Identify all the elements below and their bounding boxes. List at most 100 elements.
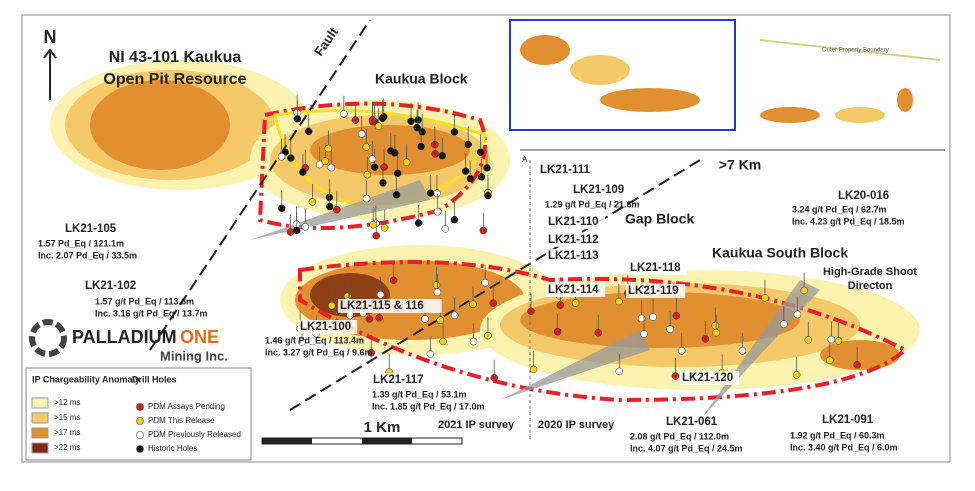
hole-label-bg <box>83 279 143 293</box>
hole-labels: LK21-111 LK21-109 1.29 g/t Pd_Eq / 21.6m LK… <box>38 163 905 453</box>
hole-detail: 1.39 g/t Pd_Eq / 53.1m <box>372 389 467 399</box>
hole <box>370 163 379 171</box>
shoot-label: High-Grade Shoot <box>823 266 917 278</box>
hole <box>637 314 646 323</box>
hole-name: LK21-114 <box>548 284 599 296</box>
hole-label-bg <box>546 215 606 229</box>
hole <box>827 335 836 344</box>
hole <box>293 115 302 123</box>
hole <box>640 330 648 338</box>
hole-name: LK21-111 <box>540 164 590 176</box>
hole <box>287 154 295 162</box>
hole <box>834 337 843 345</box>
scale-bar <box>261 437 463 445</box>
hole <box>780 320 788 328</box>
legend-swatch <box>136 417 144 425</box>
shoot-label: Directon <box>848 280 893 292</box>
hole-name: LK21-109 <box>573 184 624 196</box>
hole <box>325 202 334 211</box>
hole-detail: Inc. 3.40 g/t Pd_Eq / 6.0m <box>790 442 898 452</box>
hole <box>365 315 374 323</box>
hole <box>477 173 486 181</box>
drill-holes <box>277 94 861 382</box>
hole-name: LK21-102 <box>85 280 136 292</box>
hole <box>432 281 441 289</box>
hole-detail: Inc. 3.16 g/t Pd_Eq / 13.7m <box>95 308 208 318</box>
hole <box>278 204 286 213</box>
scale-label: 1 Km <box>364 419 401 436</box>
hole-label-bg <box>546 249 606 263</box>
hole-name: LK21-105 <box>65 223 117 235</box>
hole <box>387 147 395 155</box>
hole <box>479 226 488 235</box>
hole <box>481 279 489 287</box>
hole <box>431 150 439 158</box>
hole <box>490 373 498 382</box>
hole <box>324 144 333 153</box>
logo-name: PALLADIUM <box>72 327 177 347</box>
boundary-label: Outer Property Boundary <box>822 48 889 54</box>
legend-title: IP Chargeability Anomaly <box>32 374 140 384</box>
north: N <box>44 27 57 47</box>
hole <box>327 163 335 172</box>
legend-swatch <box>136 445 144 453</box>
section-label: A <box>522 155 528 164</box>
hole <box>615 297 623 306</box>
hole <box>299 168 307 176</box>
hole <box>804 336 813 344</box>
legend <box>25 367 252 461</box>
logo-accent: ONE <box>180 327 219 347</box>
hole <box>301 223 310 231</box>
hole-name: LK21-115 & 116 <box>340 300 424 312</box>
hole <box>466 174 475 183</box>
hole <box>414 116 422 124</box>
hole-detail: Inc. 3.27 g/t Pd_Eq / 9.6m <box>265 347 373 357</box>
legend-item: >12 ms <box>54 398 80 407</box>
hole <box>553 327 562 336</box>
hole-name: LK21-118 <box>630 262 681 274</box>
hole-name: LK21-112 <box>548 234 599 246</box>
hole-name: LK21-117 <box>373 374 424 386</box>
hole <box>649 313 657 321</box>
hole <box>351 116 360 124</box>
hole <box>372 231 381 240</box>
legend-swatch <box>31 397 49 409</box>
hole <box>484 191 492 200</box>
hole <box>527 307 535 315</box>
hole <box>489 299 497 307</box>
north-arrow <box>43 48 57 100</box>
hole-label-bg <box>680 371 740 385</box>
hole-name: LK20-016 <box>838 190 889 202</box>
hole <box>529 365 538 374</box>
hole <box>368 116 377 124</box>
hole <box>469 337 478 346</box>
hole <box>376 290 385 299</box>
hole <box>761 294 769 302</box>
hole <box>407 117 415 125</box>
hole <box>374 122 383 131</box>
survey-label: 2021 IP survey <box>438 419 515 431</box>
hole <box>381 224 389 232</box>
hole-detail: Inc. 2.07 Pd_Eq / 33.5m <box>38 250 137 260</box>
logo-sub: Mining Inc. <box>160 348 228 363</box>
legend-swatch <box>31 412 49 424</box>
hole <box>853 361 861 369</box>
legend-title: Drill Holes <box>132 374 177 384</box>
hole <box>321 157 329 165</box>
hole <box>380 163 388 171</box>
hole <box>556 301 565 309</box>
hole <box>701 335 710 343</box>
hole-detail: 1.29 g/t Pd_Eq / 21.6m <box>545 199 640 209</box>
hole-label-bg <box>664 415 724 429</box>
survey-label: 2020 IP survey <box>538 419 615 431</box>
hole <box>369 220 377 229</box>
hole-detail: 3.24 g/t Pd_Eq / 62.7m <box>792 204 887 214</box>
hole-label-bg <box>546 233 606 247</box>
hole-name: LK21-110 <box>548 216 599 228</box>
hole <box>439 337 447 346</box>
hole <box>362 143 371 151</box>
hole <box>441 225 450 233</box>
hole <box>357 130 366 138</box>
hole <box>292 226 301 235</box>
hole <box>483 164 491 172</box>
